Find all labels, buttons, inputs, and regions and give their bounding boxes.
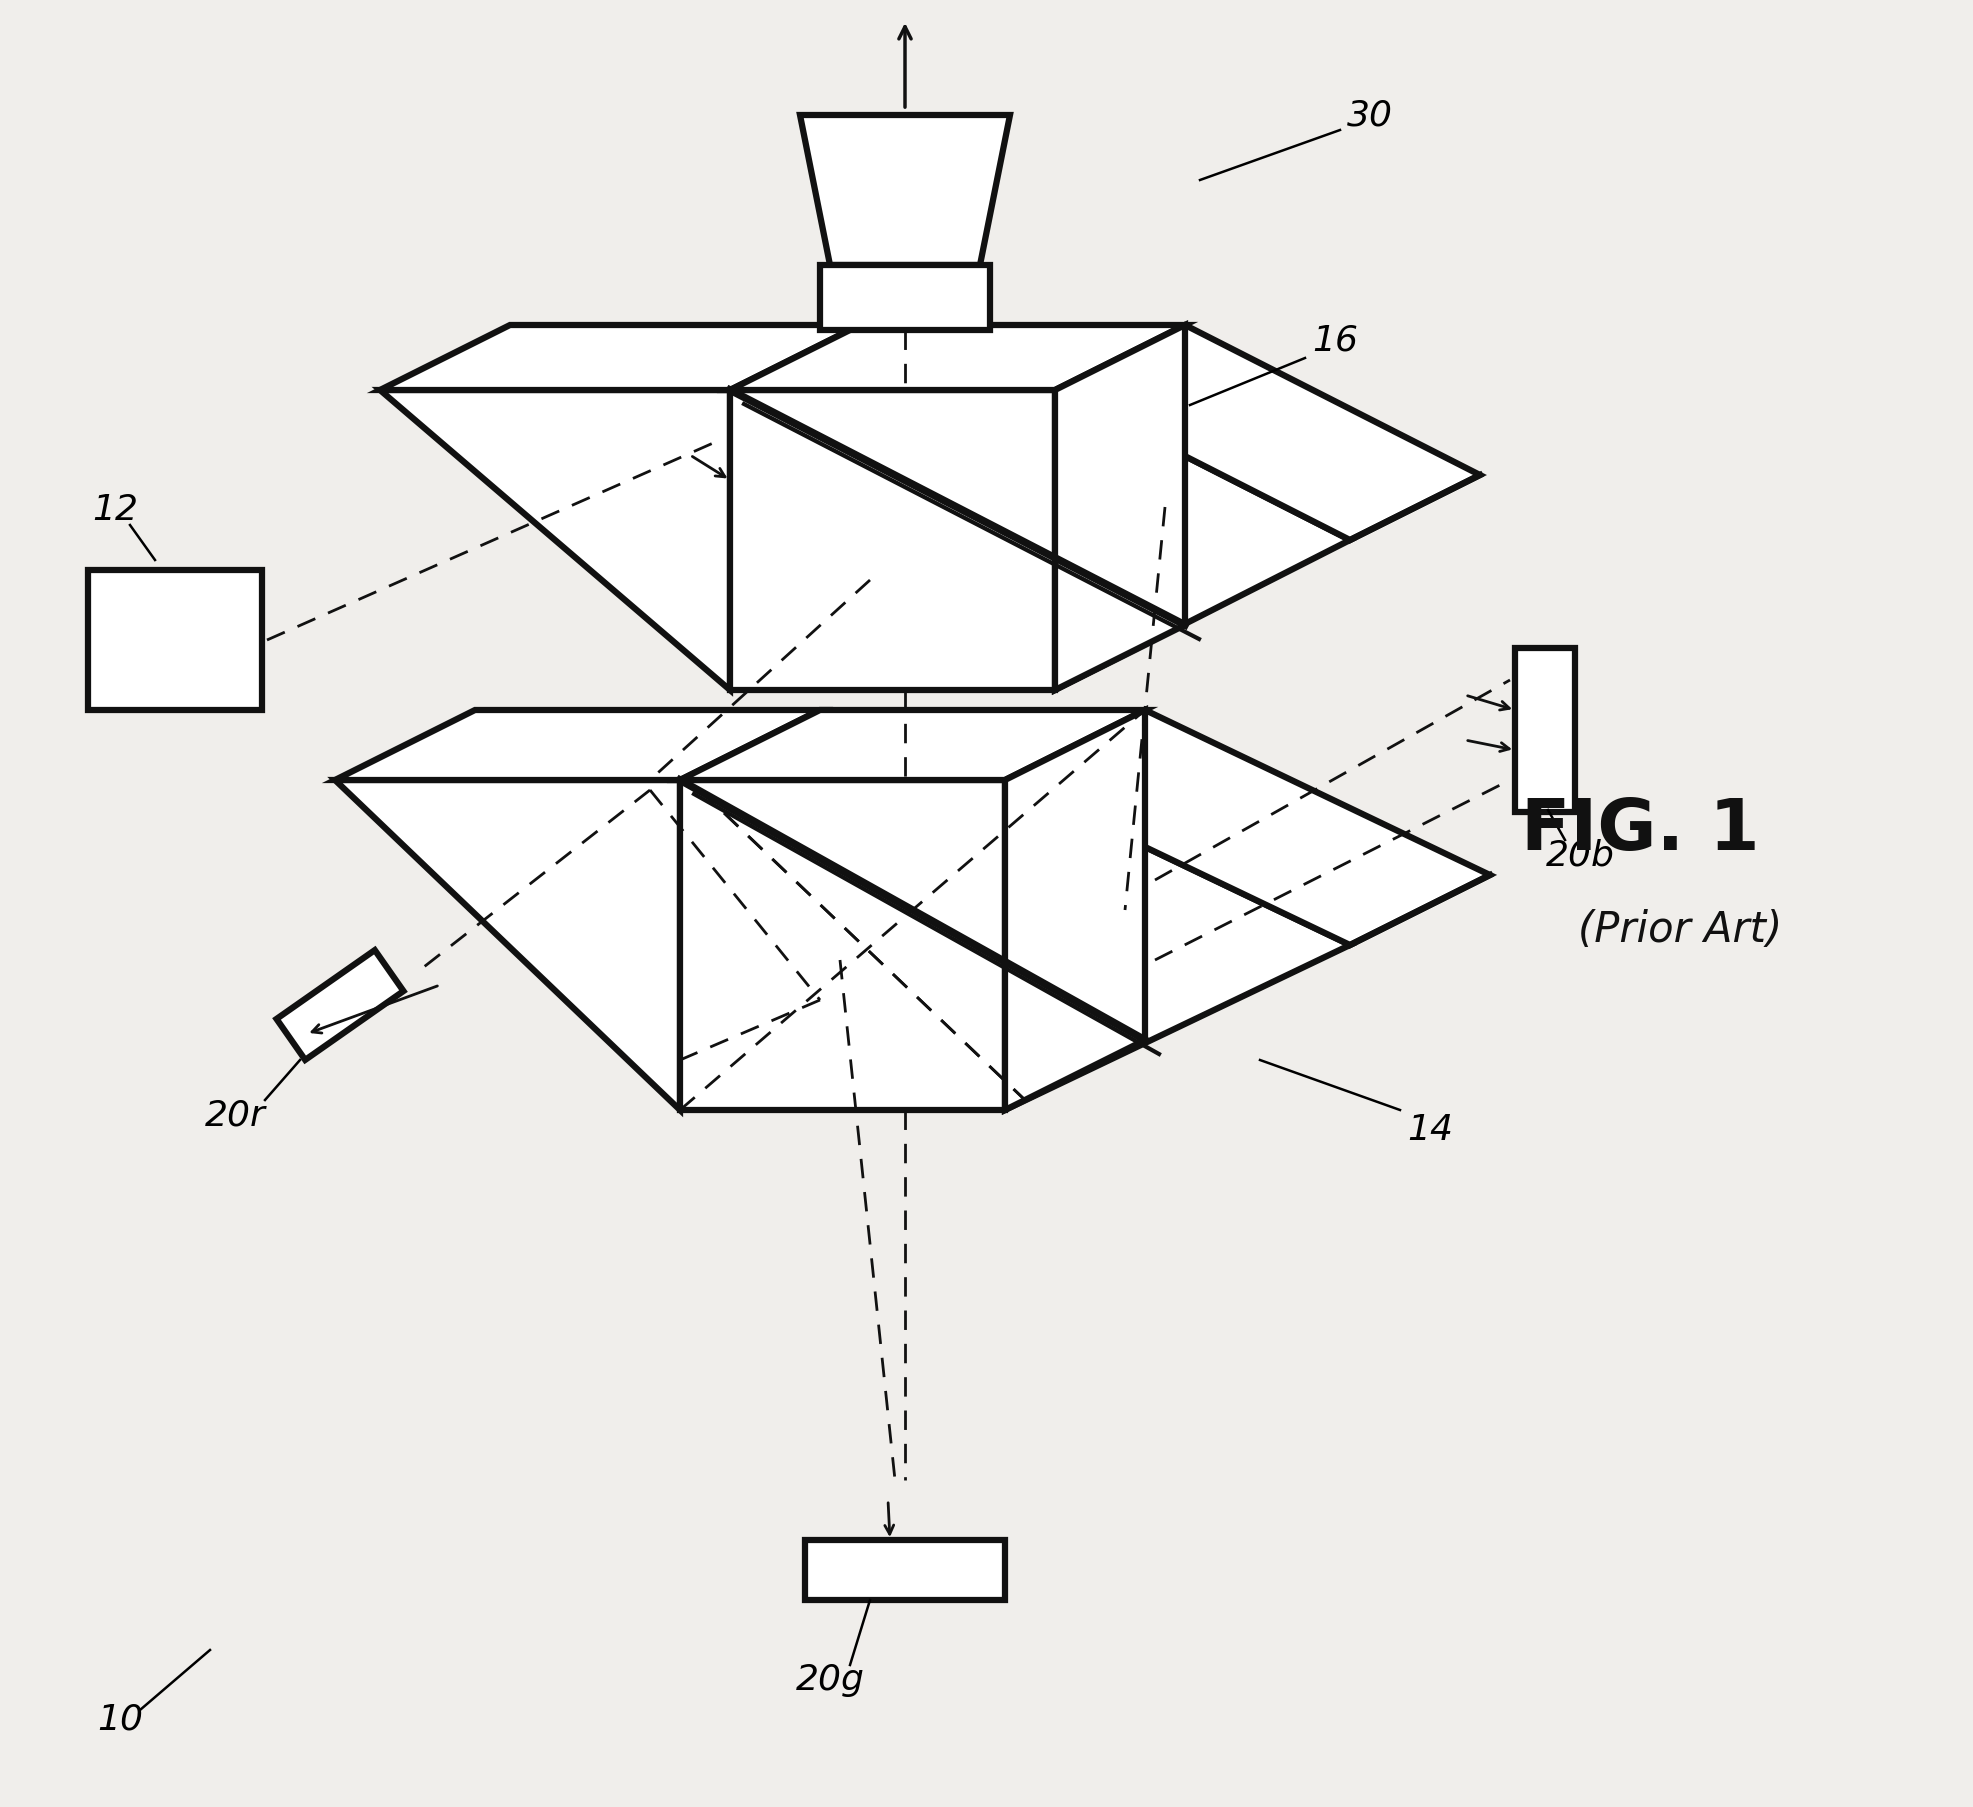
Text: 14: 14 — [1407, 1113, 1452, 1147]
Polygon shape — [381, 390, 730, 690]
Text: 16: 16 — [1312, 323, 1357, 358]
Polygon shape — [89, 569, 262, 710]
Polygon shape — [1004, 710, 1490, 945]
Polygon shape — [679, 710, 1144, 781]
Polygon shape — [1054, 325, 1184, 690]
Polygon shape — [819, 266, 990, 331]
Polygon shape — [1004, 781, 1350, 1109]
Polygon shape — [1004, 710, 1144, 1109]
Polygon shape — [381, 325, 860, 390]
Polygon shape — [1054, 390, 1350, 690]
Polygon shape — [335, 781, 679, 1109]
Text: (Prior Art): (Prior Art) — [1576, 909, 1782, 950]
Polygon shape — [679, 781, 1004, 1109]
Text: 20r: 20r — [205, 1099, 264, 1131]
Polygon shape — [276, 950, 402, 1061]
Text: 20g: 20g — [795, 1662, 864, 1697]
Text: 10: 10 — [97, 1702, 142, 1737]
Text: 30: 30 — [1346, 98, 1393, 132]
Polygon shape — [805, 1540, 1004, 1599]
Polygon shape — [1513, 649, 1574, 811]
Polygon shape — [730, 325, 1184, 390]
Text: 12: 12 — [93, 493, 138, 528]
Polygon shape — [730, 390, 1054, 690]
Polygon shape — [799, 116, 1010, 266]
Polygon shape — [1054, 325, 1480, 540]
Text: 20b: 20b — [1545, 838, 1614, 873]
Polygon shape — [335, 710, 819, 781]
Text: FIG. 1: FIG. 1 — [1519, 795, 1758, 864]
